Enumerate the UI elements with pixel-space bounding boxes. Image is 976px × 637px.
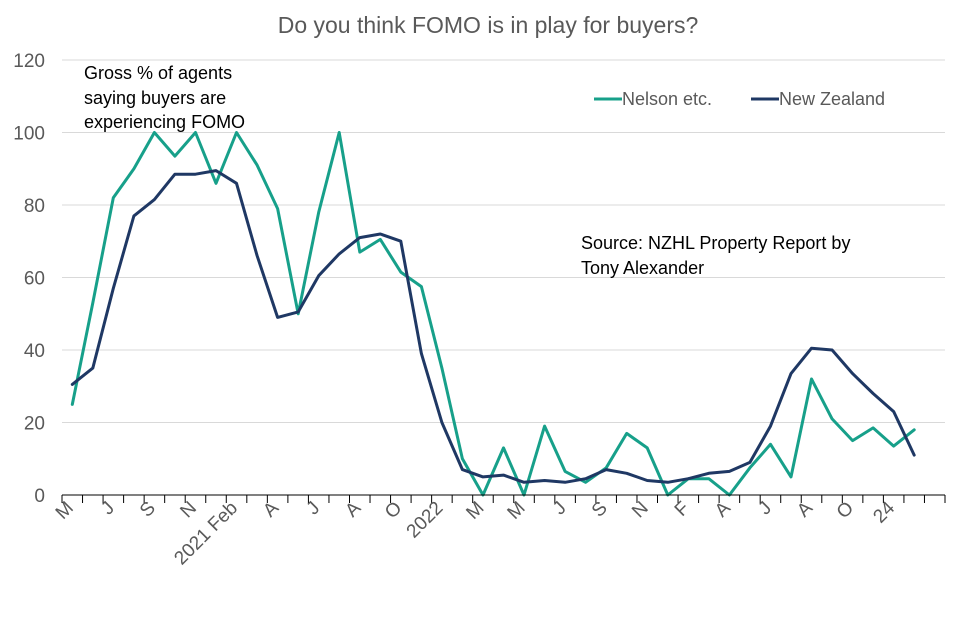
x-tick-label-19: O [833, 498, 858, 523]
x-tick-label-1: J [97, 498, 119, 520]
x-tick-label-16: A [711, 497, 735, 521]
chart-title: Do you think FOMO is in play for buyers? [278, 12, 699, 38]
x-tick-label-15: F [671, 498, 694, 521]
x-tick-label-3: N [176, 498, 201, 523]
x-tick-label-10: M [462, 498, 488, 524]
annotation-line-3: experiencing FOMO [84, 112, 245, 132]
x-axis [61, 494, 946, 503]
x-tick-label-18: A [793, 497, 817, 521]
gridlines [62, 59, 945, 423]
y-tick-label-2: 40 [24, 341, 45, 362]
y-tick-label-3: 60 [24, 269, 45, 290]
x-tick-label-0: M [52, 498, 78, 524]
x-tick-label-12: J [549, 498, 571, 520]
source-note: Source: NZHL Property Report by Tony Ale… [581, 233, 850, 278]
source-line-2: Tony Alexander [581, 258, 704, 278]
x-tick-label-2: S [136, 498, 160, 522]
series-layer [70, 131, 916, 497]
x-tick-label-20: 24 [869, 497, 899, 527]
legend: Nelson etc. New Zealand [594, 89, 885, 109]
source-line-1: Source: NZHL Property Report by [581, 233, 850, 253]
x-tick-label-5: A [259, 497, 283, 521]
y-tick-label-0: 0 [34, 486, 45, 507]
y-tick-label-6: 120 [13, 51, 45, 72]
annotation-line-1: Gross % of agents [84, 63, 232, 83]
y-tick-label-5: 100 [13, 124, 45, 145]
x-tick-label-14: N [628, 498, 653, 523]
x-tick-label-11: M [504, 498, 530, 524]
series-line-nelson-etc [70, 131, 916, 497]
legend-label-new-zealand: New Zealand [779, 89, 885, 109]
annotation-box: Gross % of agents saying buyers are expe… [84, 63, 245, 132]
series-line-new-zealand [70, 169, 916, 484]
x-tick-label-17: J [754, 498, 776, 520]
legend-label-nelson: Nelson etc. [622, 89, 712, 109]
x-tick-label-9: 2022 [403, 498, 448, 543]
y-axis-ticks: 0 20 40 60 80 100 120 [13, 51, 45, 507]
x-tick-label-7: A [341, 497, 365, 521]
y-tick-label-4: 80 [24, 196, 45, 217]
x-tick-label-6: J [303, 498, 325, 520]
x-tick-label-13: S [588, 498, 612, 522]
annotation-line-2: saying buyers are [84, 88, 226, 108]
y-tick-label-1: 20 [24, 414, 45, 435]
x-tick-label-8: O [381, 498, 406, 523]
